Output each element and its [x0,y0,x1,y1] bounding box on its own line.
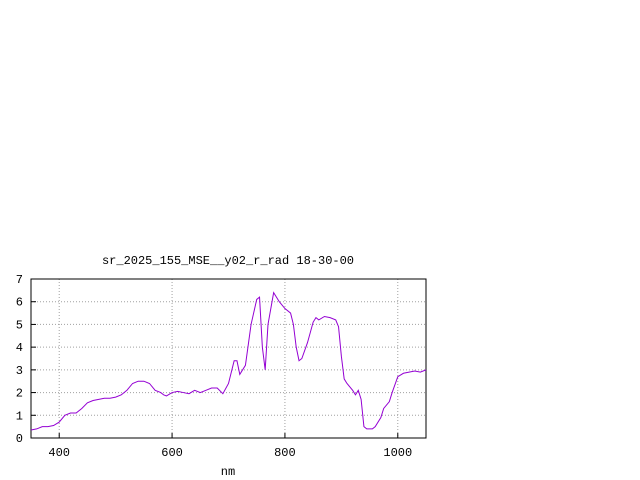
y-tick-label: 5 [16,318,23,332]
y-tick-label: 3 [16,364,23,378]
x-tick-label: 1000 [383,446,412,460]
y-tick-label: 7 [16,273,23,287]
x-tick-label: 600 [161,446,183,460]
plot-frame [30,278,427,439]
y-tick-label: 2 [16,387,23,401]
y-tick-label: 6 [16,296,23,310]
y-tick-label: 4 [16,341,23,355]
x-tick-label: 400 [48,446,70,460]
chart-title: sr_2025_155_MSE__y02_r_rad 18-30-00 [102,254,354,268]
x-axis-label: nm [221,465,235,479]
y-tick-label: 1 [16,409,23,423]
x-tick-label: 800 [274,446,296,460]
data-line [30,291,427,431]
y-tick-label: 0 [16,432,23,446]
